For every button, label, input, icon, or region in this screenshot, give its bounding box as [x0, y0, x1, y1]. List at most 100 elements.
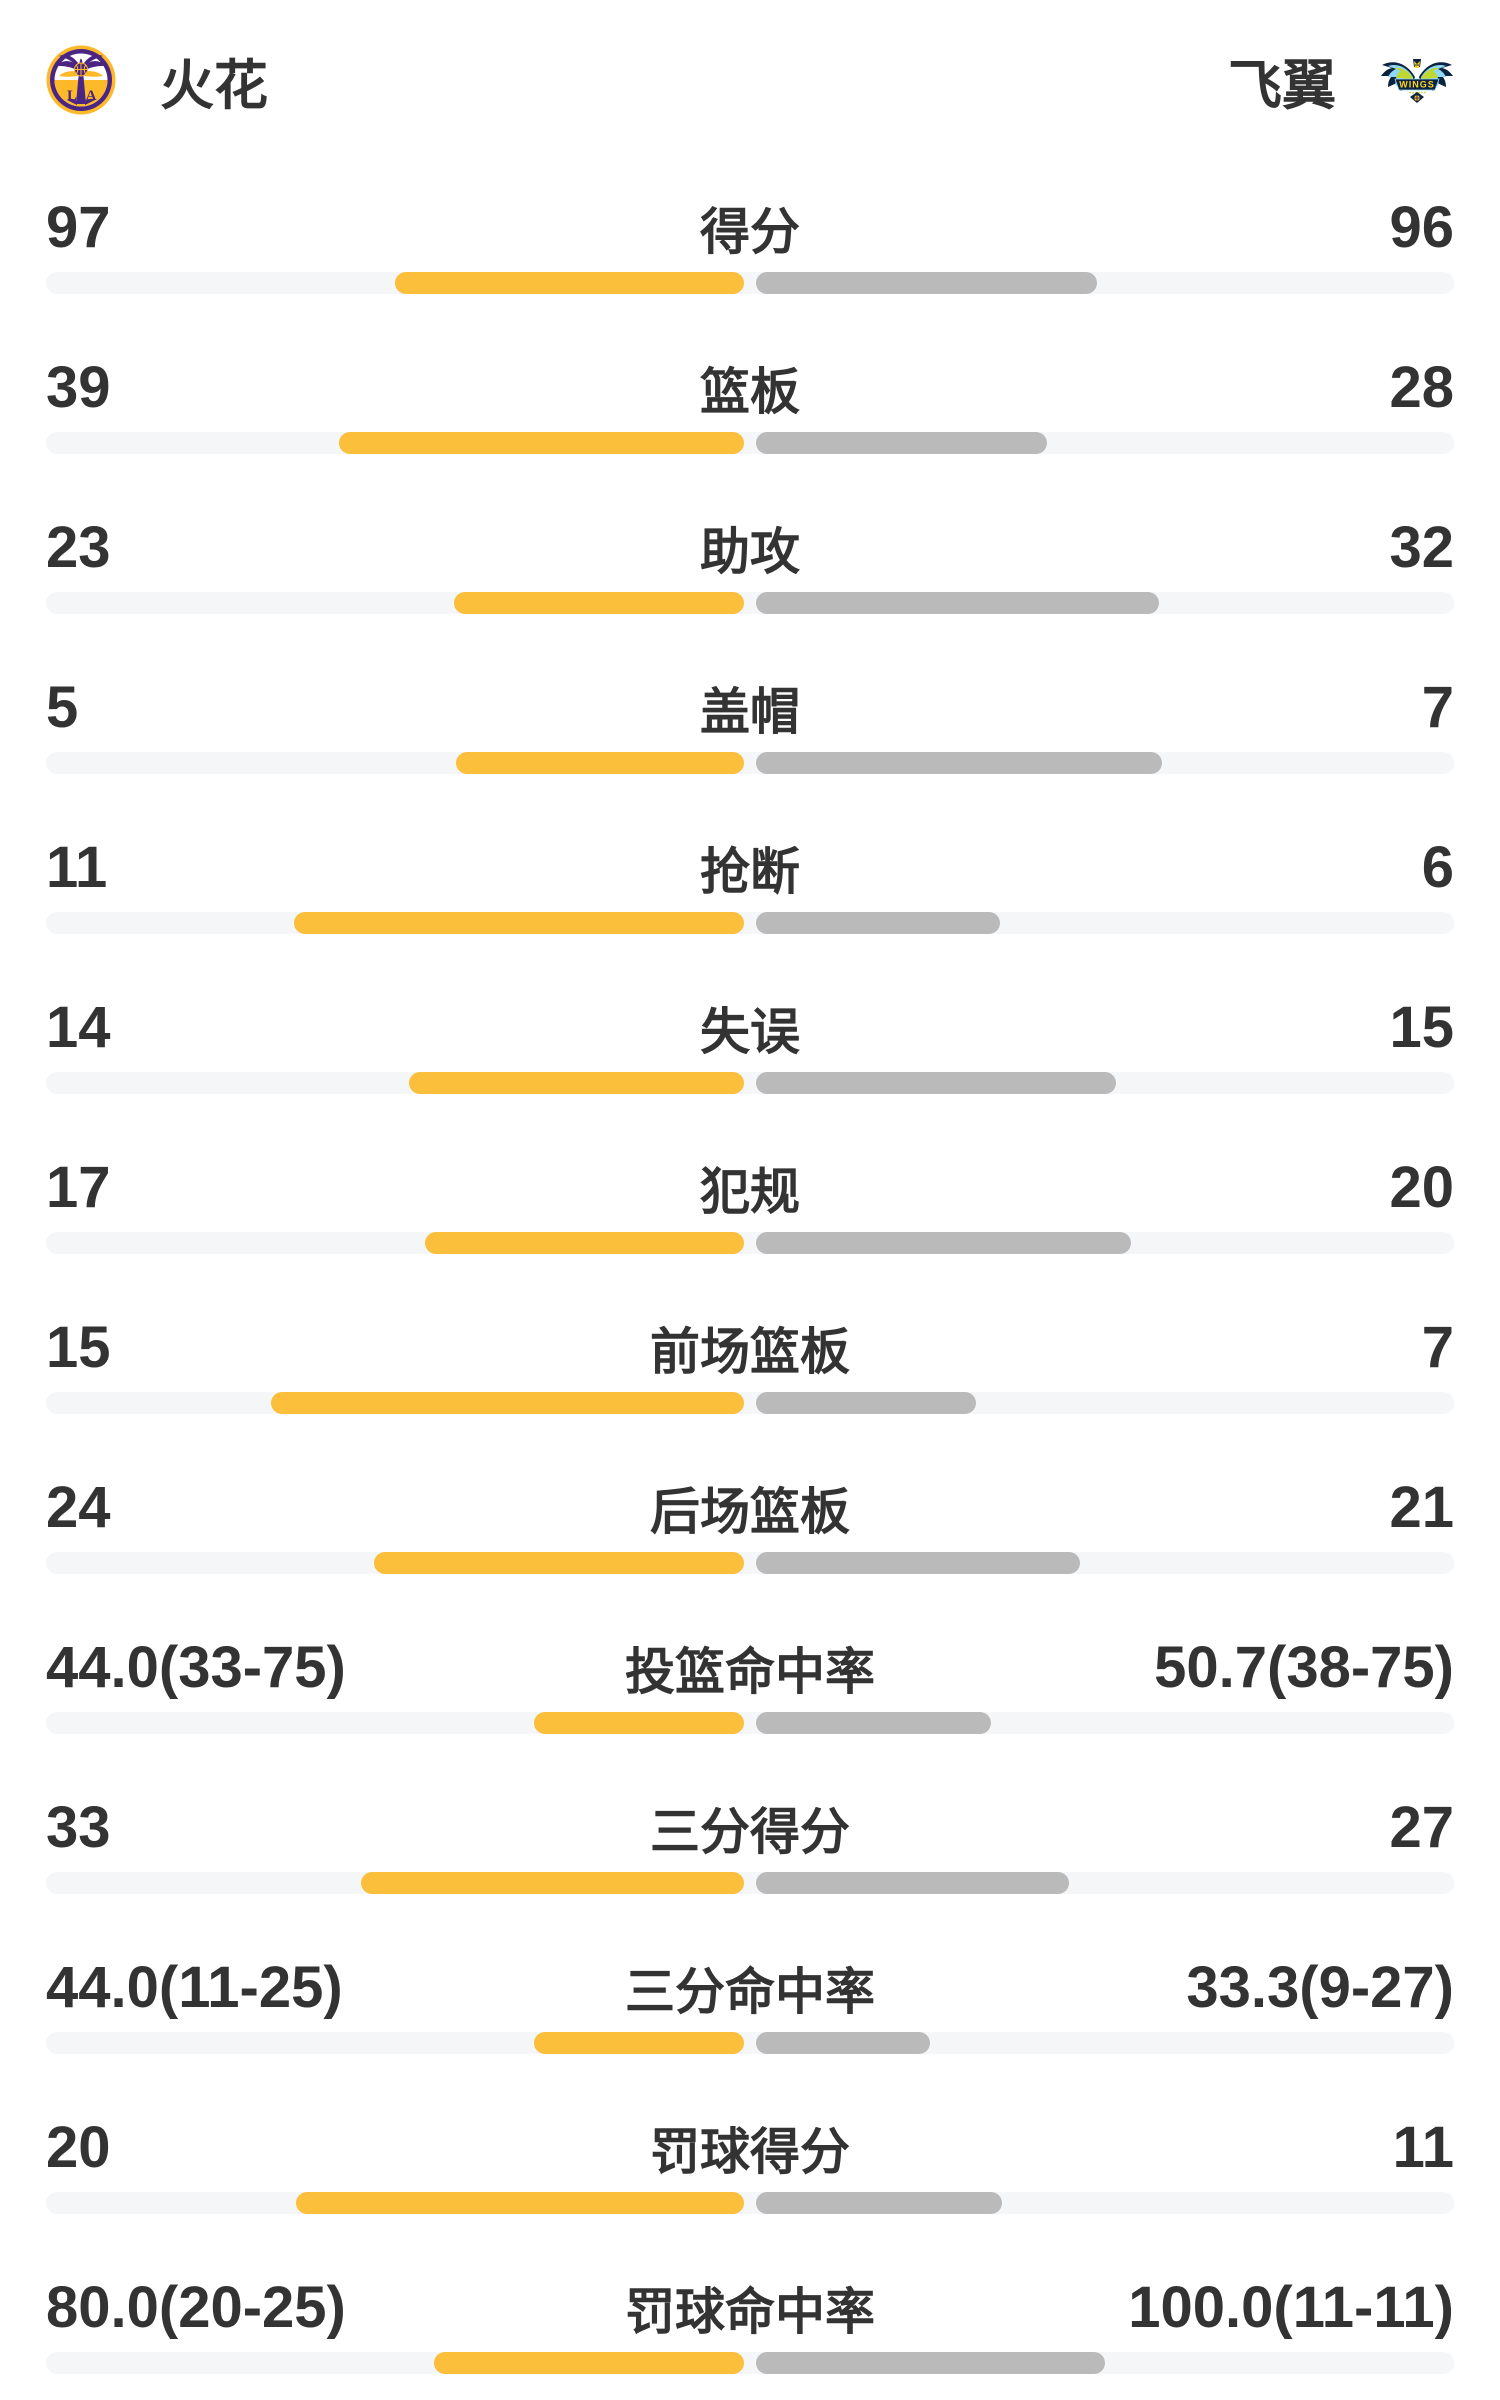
stat-bar-left [296, 2192, 744, 2214]
stat-bar-left [294, 912, 744, 934]
stat-value-right: 21 [1389, 1475, 1454, 1540]
stat-value-left: 11 [46, 835, 108, 900]
stat-row: 14 失误 15 [46, 965, 1454, 1125]
stat-value-left: 23 [46, 515, 111, 580]
left-team[interactable]: L A 火花 [46, 41, 268, 120]
stat-line: 97 得分 96 [46, 195, 1454, 261]
right-team-name: 飞翼 [1228, 55, 1336, 116]
stat-row: 80.0(20-25) 罚球命中率 100.0(11-11) [46, 2245, 1454, 2400]
stat-bar-left [533, 1712, 744, 1734]
stat-bar-track [46, 272, 1454, 294]
svg-text:WINGS: WINGS [1399, 80, 1435, 90]
stat-value-left: 5 [46, 675, 79, 740]
stat-label: 失误 [700, 1004, 800, 1060]
stat-value-left: 33 [46, 1795, 111, 1860]
stat-label: 后场篮板 [650, 1484, 850, 1540]
stat-value-left: 44.0(11-25) [46, 1955, 343, 2020]
stat-line: 17 犯规 20 [46, 1155, 1454, 1221]
stat-bar-right [756, 1392, 977, 1414]
stat-row: 97 得分 96 [46, 165, 1454, 325]
stat-bar-left [373, 1552, 744, 1574]
stat-value-left: 14 [46, 995, 111, 1060]
stat-value-right: 20 [1389, 1155, 1454, 1220]
stat-row: 5 盖帽 7 [46, 645, 1454, 805]
stat-value-left: 20 [46, 2115, 111, 2180]
stat-row: 44.0(33-75) 投篮命中率 50.7(38-75) [46, 1605, 1454, 1765]
stat-line: 80.0(20-25) 罚球命中率 100.0(11-11) [46, 2275, 1454, 2341]
stat-bar-track [46, 1232, 1454, 1254]
stat-bar-track [46, 2032, 1454, 2054]
stat-label: 盖帽 [700, 684, 800, 740]
sparks-logo-icon: L A [46, 45, 116, 115]
stat-value-right: 28 [1389, 355, 1454, 420]
wings-logo-icon: WINGS [1381, 59, 1453, 103]
stat-bar-track [46, 1392, 1454, 1414]
stat-bar-right [756, 2032, 931, 2054]
stat-bar-track [46, 1872, 1454, 1894]
stat-value-left: 97 [46, 195, 111, 260]
stat-value-left: 24 [46, 1475, 111, 1540]
right-team[interactable]: 飞翼 WINGS [1228, 41, 1454, 120]
stat-bar-right [756, 1712, 992, 1734]
stat-label: 犯规 [700, 1164, 800, 1220]
stat-bar-left [456, 752, 744, 774]
stat-bar-right [756, 752, 1162, 774]
stat-label: 三分命中率 [625, 1964, 875, 2020]
stat-bar-track [46, 1072, 1454, 1094]
stat-bar-left [454, 592, 744, 614]
stat-bar-left [395, 272, 744, 294]
stat-label: 罚球命中率 [625, 2284, 875, 2340]
stat-line: 15 前场篮板 7 [46, 1315, 1454, 1381]
stat-bar-track [46, 2192, 1454, 2214]
stat-bar-right [756, 1872, 1069, 1894]
stat-value-right: 11 [1392, 2115, 1454, 2180]
stat-label: 前场篮板 [650, 1324, 850, 1380]
stat-bar-left [433, 2352, 744, 2374]
stat-bar-right [756, 1072, 1116, 1094]
stat-value-left: 39 [46, 355, 111, 420]
stat-bar-right [756, 592, 1160, 614]
stat-line: 14 失误 15 [46, 995, 1454, 1061]
stat-line: 23 助攻 32 [46, 515, 1454, 581]
stat-row: 11 抢断 6 [46, 805, 1454, 965]
stat-value-right: 33.3(9-27) [1186, 1955, 1454, 2020]
stat-value-right: 50.7(38-75) [1154, 1635, 1454, 1700]
stat-bar-left [533, 2032, 744, 2054]
stat-value-right: 7 [1421, 1315, 1454, 1380]
stat-line: 33 三分得分 27 [46, 1795, 1454, 1861]
stat-row: 44.0(11-25) 三分命中率 33.3(9-27) [46, 1925, 1454, 2085]
stat-bar-left [425, 1232, 744, 1254]
stat-row: 17 犯规 20 [46, 1125, 1454, 1285]
stat-value-right: 6 [1421, 835, 1454, 900]
stat-bar-right [756, 912, 1001, 934]
stat-value-left: 80.0(20-25) [46, 2275, 346, 2340]
stat-row: 15 前场篮板 7 [46, 1285, 1454, 1445]
stat-row: 20 罚球得分 11 [46, 2085, 1454, 2245]
stat-label: 投篮命中率 [625, 1644, 875, 1700]
stat-bar-right [756, 1232, 1132, 1254]
stat-label: 得分 [700, 204, 800, 260]
stat-label: 罚球得分 [650, 2124, 850, 2180]
stat-row: 33 三分得分 27 [46, 1765, 1454, 1925]
stat-bar-track [46, 2352, 1454, 2374]
stat-label: 助攻 [700, 524, 800, 580]
stat-row: 23 助攻 32 [46, 485, 1454, 645]
stat-line: 11 抢断 6 [46, 835, 1454, 901]
stat-row: 24 后场篮板 21 [46, 1445, 1454, 1605]
stat-value-right: 96 [1389, 195, 1454, 260]
stat-bar-track [46, 752, 1454, 774]
stat-line: 5 盖帽 7 [46, 675, 1454, 741]
stat-line: 44.0(11-25) 三分命中率 33.3(9-27) [46, 1955, 1454, 2021]
stat-value-right: 27 [1389, 1795, 1454, 1860]
stat-line: 44.0(33-75) 投篮命中率 50.7(38-75) [46, 1635, 1454, 1701]
stat-value-right: 32 [1389, 515, 1454, 580]
svg-text:L: L [67, 88, 77, 104]
stat-value-right: 100.0(11-11) [1128, 2275, 1454, 2340]
left-team-name: 火花 [160, 55, 268, 116]
stat-bar-left [409, 1072, 744, 1094]
stat-bar-left [339, 432, 744, 454]
stat-value-left: 17 [46, 1155, 111, 1220]
stat-bar-right [756, 432, 1048, 454]
stat-value-left: 44.0(33-75) [46, 1635, 346, 1700]
